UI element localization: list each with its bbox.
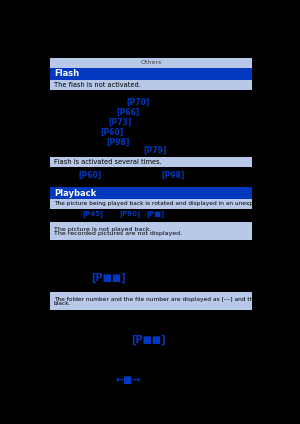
Text: Others: Others xyxy=(140,61,162,65)
Text: The flash is not activated.: The flash is not activated. xyxy=(54,82,141,88)
Bar xyxy=(50,80,252,90)
Text: [P73]: [P73] xyxy=(108,117,132,126)
Bar xyxy=(50,292,252,310)
Text: [P60]: [P60] xyxy=(100,128,124,137)
Text: Flash: Flash xyxy=(54,70,79,78)
Text: [P98]: [P98] xyxy=(106,137,130,147)
Text: black.: black. xyxy=(54,301,71,306)
Text: The folder number and the file number are displayed as [---] and the screen turn: The folder number and the file number ar… xyxy=(54,297,296,302)
Text: [P■■]: [P■■] xyxy=(91,273,125,283)
Text: [P98]: [P98] xyxy=(161,170,185,179)
Bar xyxy=(50,222,252,240)
Bar xyxy=(50,68,252,80)
Bar xyxy=(50,187,252,199)
Bar xyxy=(50,157,252,167)
Text: [P79]: [P79] xyxy=(143,145,167,154)
Text: [P90]: [P90] xyxy=(119,211,141,218)
Text: [P60]: [P60] xyxy=(78,170,102,179)
Text: [P45]: [P45] xyxy=(82,211,103,218)
Bar xyxy=(50,58,252,68)
Text: ←■→: ←■→ xyxy=(115,375,141,385)
Text: The picture is not played back.: The picture is not played back. xyxy=(54,227,152,232)
Text: The picture being played back is rotated and displayed in an unexpected directio: The picture being played back is rotated… xyxy=(54,201,299,206)
Text: Flash is activated several times.: Flash is activated several times. xyxy=(54,159,162,165)
Text: [P■■]: [P■■] xyxy=(131,335,165,345)
Text: [P66]: [P66] xyxy=(116,108,140,117)
Text: [P70]: [P70] xyxy=(126,98,150,106)
Text: The recorded pictures are not displayed.: The recorded pictures are not displayed. xyxy=(54,231,182,236)
Bar xyxy=(50,199,252,209)
Text: Playback: Playback xyxy=(54,189,96,198)
Text: [P■]: [P■] xyxy=(146,211,164,218)
